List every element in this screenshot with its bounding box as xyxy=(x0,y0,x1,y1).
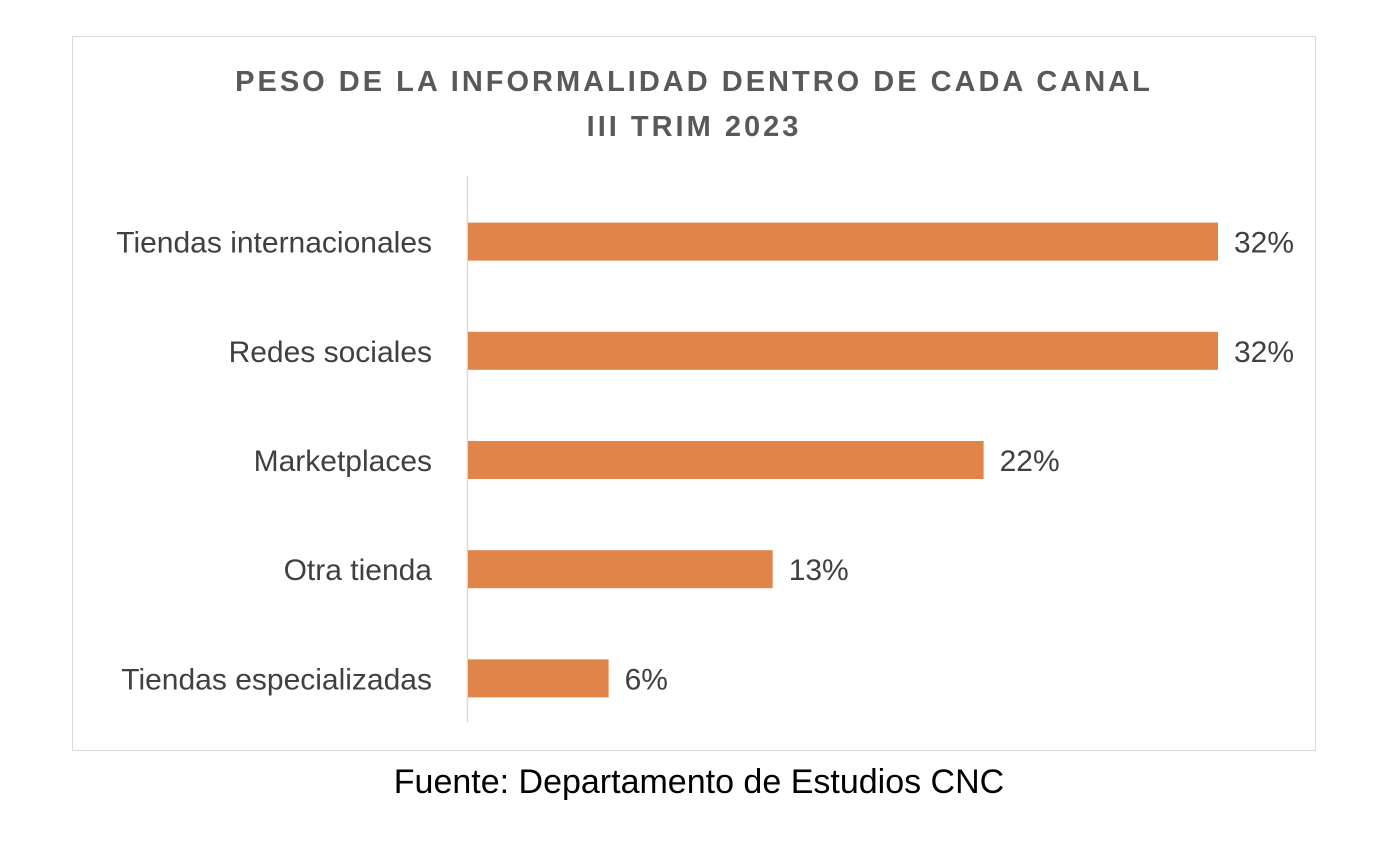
data-label: 6% xyxy=(625,663,668,696)
bar xyxy=(468,550,773,589)
chart-subtitle: III TRIM 2023 xyxy=(586,111,802,143)
category-label: Tiendas internacionales xyxy=(116,227,432,260)
category-label: Tiendas especializadas xyxy=(121,663,432,696)
chart-title-block: PESO DE LA INFORMALIDAD DENTRO DE CADA C… xyxy=(72,60,1316,150)
chart-frame xyxy=(72,36,1316,751)
bar xyxy=(468,659,609,698)
bars-group xyxy=(468,222,1218,698)
bar xyxy=(468,441,984,479)
category-label: Otra tienda xyxy=(284,554,433,587)
bar xyxy=(468,222,1218,261)
category-label: Marketplaces xyxy=(254,445,432,478)
category-label: Redes sociales xyxy=(229,336,432,369)
data-label: 13% xyxy=(789,554,849,587)
bar xyxy=(468,331,1218,370)
value-labels-group: 32% 32% 22% 13% 6% xyxy=(625,227,1294,697)
data-label: 22% xyxy=(1000,445,1060,478)
category-labels-group: Tiendas internacionales Redes sociales Mar… xyxy=(116,227,432,697)
data-label: 32% xyxy=(1234,227,1294,260)
source-note: Fuente: Departamento de Estudios CNC xyxy=(393,763,1005,801)
chart-title: PESO DE LA INFORMALIDAD DENTRO DE CADA C… xyxy=(235,66,1153,98)
data-label: 32% xyxy=(1234,336,1294,369)
